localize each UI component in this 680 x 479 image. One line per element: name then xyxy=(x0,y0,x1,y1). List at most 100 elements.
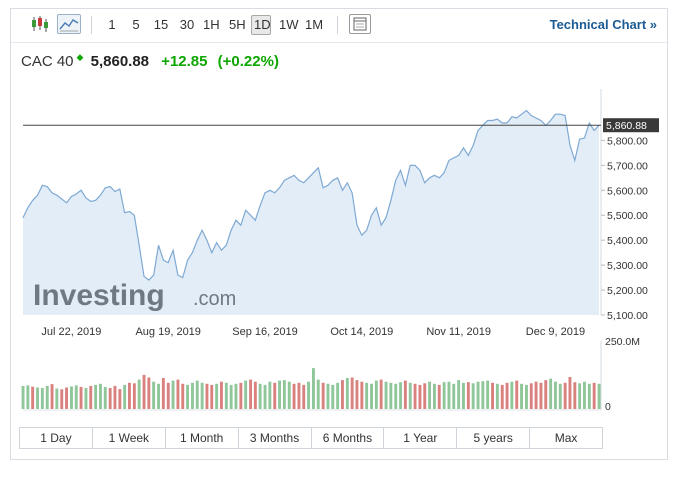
interval-button-1w[interactable]: 1W xyxy=(279,17,299,32)
interval-button-1[interactable]: 1 xyxy=(108,17,116,32)
volume-bar xyxy=(321,382,325,410)
interval-button-1h[interactable]: 1H xyxy=(203,17,220,32)
candlestick-icon[interactable] xyxy=(29,14,51,34)
volume-bar xyxy=(132,383,136,409)
range-button-1-year[interactable]: 1 Year xyxy=(384,428,458,448)
volume-bar xyxy=(239,382,243,410)
volume-bar xyxy=(360,381,364,409)
volume-bar xyxy=(65,387,68,409)
volume-bar xyxy=(171,380,175,409)
volume-bar xyxy=(500,384,504,409)
volume-bar xyxy=(558,383,562,409)
volume-bar xyxy=(573,382,577,409)
y-tick-label: 5,400.00 xyxy=(607,235,648,247)
range-button-5-years[interactable]: 5 years xyxy=(457,428,531,448)
interval-button-5h[interactable]: 5H xyxy=(229,17,246,32)
technical-chart-link[interactable]: Technical Chart » xyxy=(549,17,657,32)
interval-button-5[interactable]: 5 xyxy=(132,17,140,32)
volume-bar xyxy=(341,380,344,409)
chart-layout-icon[interactable] xyxy=(349,14,371,34)
y-tick-label: 5,300.00 xyxy=(607,260,648,272)
last-price: 5,860.88 xyxy=(90,53,150,70)
volume-bar xyxy=(481,381,485,409)
volume-bar xyxy=(40,388,44,409)
volume-bar xyxy=(45,385,49,409)
volume-bar xyxy=(549,378,553,409)
volume-bar xyxy=(186,384,189,409)
volume-bar xyxy=(471,383,475,409)
volume-bar xyxy=(118,389,122,409)
volume-bar xyxy=(379,379,383,409)
price-area xyxy=(23,110,599,315)
y-tick-label: 5,700.00 xyxy=(607,160,648,172)
volume-bar xyxy=(181,383,185,409)
volume-bar xyxy=(152,381,156,409)
range-button-max[interactable]: Max xyxy=(554,431,578,445)
volume-bar xyxy=(273,382,277,410)
range-selector: 1 Day 1 Week 1 Month 3 Months 6 Months 1 Year… xyxy=(19,427,603,449)
volume-bar xyxy=(79,386,83,409)
volume-bar xyxy=(486,380,490,409)
volume-bar xyxy=(278,380,281,409)
volume-bar xyxy=(215,383,219,409)
volume-bar xyxy=(200,382,204,410)
volume-bar xyxy=(413,383,417,409)
price-change: +12.85 xyxy=(161,53,208,70)
volume-bar xyxy=(316,379,320,409)
price-chart[interactable]: 5,100.00 5,200.00 5,300.00 5,400.00 5,500.00… xyxy=(11,79,667,479)
interval-button-1d[interactable]: 1D xyxy=(251,15,271,35)
volume-max-label: 250.0M xyxy=(605,336,640,348)
volume-bar xyxy=(452,383,456,409)
volume-bar xyxy=(568,377,572,409)
volume-bar xyxy=(234,383,238,409)
interval-button-30[interactable]: 30 xyxy=(179,17,195,32)
volume-bar xyxy=(142,374,146,409)
range-button-1-day[interactable]: 1 Day xyxy=(20,428,93,448)
volume-bar xyxy=(578,383,582,409)
volume-bar xyxy=(597,383,601,409)
y-tick-label: 5,800.00 xyxy=(607,135,648,147)
volume-bar xyxy=(55,388,59,409)
volume-bar xyxy=(89,385,93,409)
volume-bar xyxy=(510,381,514,409)
volume-bar xyxy=(365,382,369,410)
volume-bar xyxy=(428,381,431,409)
volume-bar xyxy=(442,382,446,409)
volume-bar xyxy=(554,381,557,409)
volume-bar xyxy=(210,384,214,409)
volume-zero-label: 0 xyxy=(605,401,611,413)
volume-bar xyxy=(31,386,35,409)
volume-bar xyxy=(466,382,470,409)
volume-bar xyxy=(220,381,223,409)
price-change-percent: (+0.22%) xyxy=(217,53,279,70)
area-chart-icon[interactable] xyxy=(57,14,81,34)
interval-button-15[interactable]: 15 xyxy=(153,17,169,32)
volume-bar xyxy=(195,380,199,409)
range-button-1-week[interactable]: 1 Week xyxy=(93,428,166,448)
volume-bar xyxy=(355,380,359,409)
volume-bar xyxy=(476,381,480,409)
volume-bar xyxy=(539,382,543,410)
volume-bar xyxy=(229,384,233,409)
range-button-3-months[interactable]: 3 Months xyxy=(239,428,312,448)
volume-bar xyxy=(399,382,402,409)
volume-bar xyxy=(282,380,286,409)
chart-toolbar: Technical Chart » 1 5 15 30 1H 5H 1D 1W 1M xyxy=(11,9,667,43)
price-line xyxy=(22,109,600,281)
x-tick-label: Sep 16, 2019 xyxy=(232,326,297,338)
volume-bar xyxy=(534,381,538,409)
volume-bar xyxy=(84,388,88,409)
volume-bar xyxy=(418,384,422,409)
interval-button-1m[interactable]: 1M xyxy=(305,17,324,32)
volume-bar xyxy=(525,384,528,409)
volume-bar xyxy=(312,368,315,409)
range-button-6-months[interactable]: 6 Months xyxy=(312,428,385,448)
quote-header: CAC 40 ◆ 5,860.88 +12.85 (+0.22%) xyxy=(21,52,279,75)
volume-bar xyxy=(592,382,596,410)
volume-bar xyxy=(370,383,373,409)
range-button-1-month[interactable]: 1 Month xyxy=(166,428,239,448)
x-tick-label: Nov 11, 2019 xyxy=(426,326,491,338)
volume-bar xyxy=(268,381,272,409)
volume-bar xyxy=(447,381,451,409)
volume-bar xyxy=(263,384,267,409)
